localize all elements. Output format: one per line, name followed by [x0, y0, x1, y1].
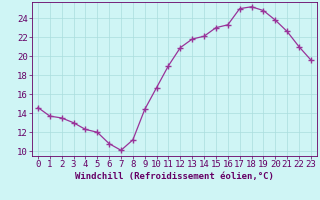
X-axis label: Windchill (Refroidissement éolien,°C): Windchill (Refroidissement éolien,°C): [75, 172, 274, 181]
